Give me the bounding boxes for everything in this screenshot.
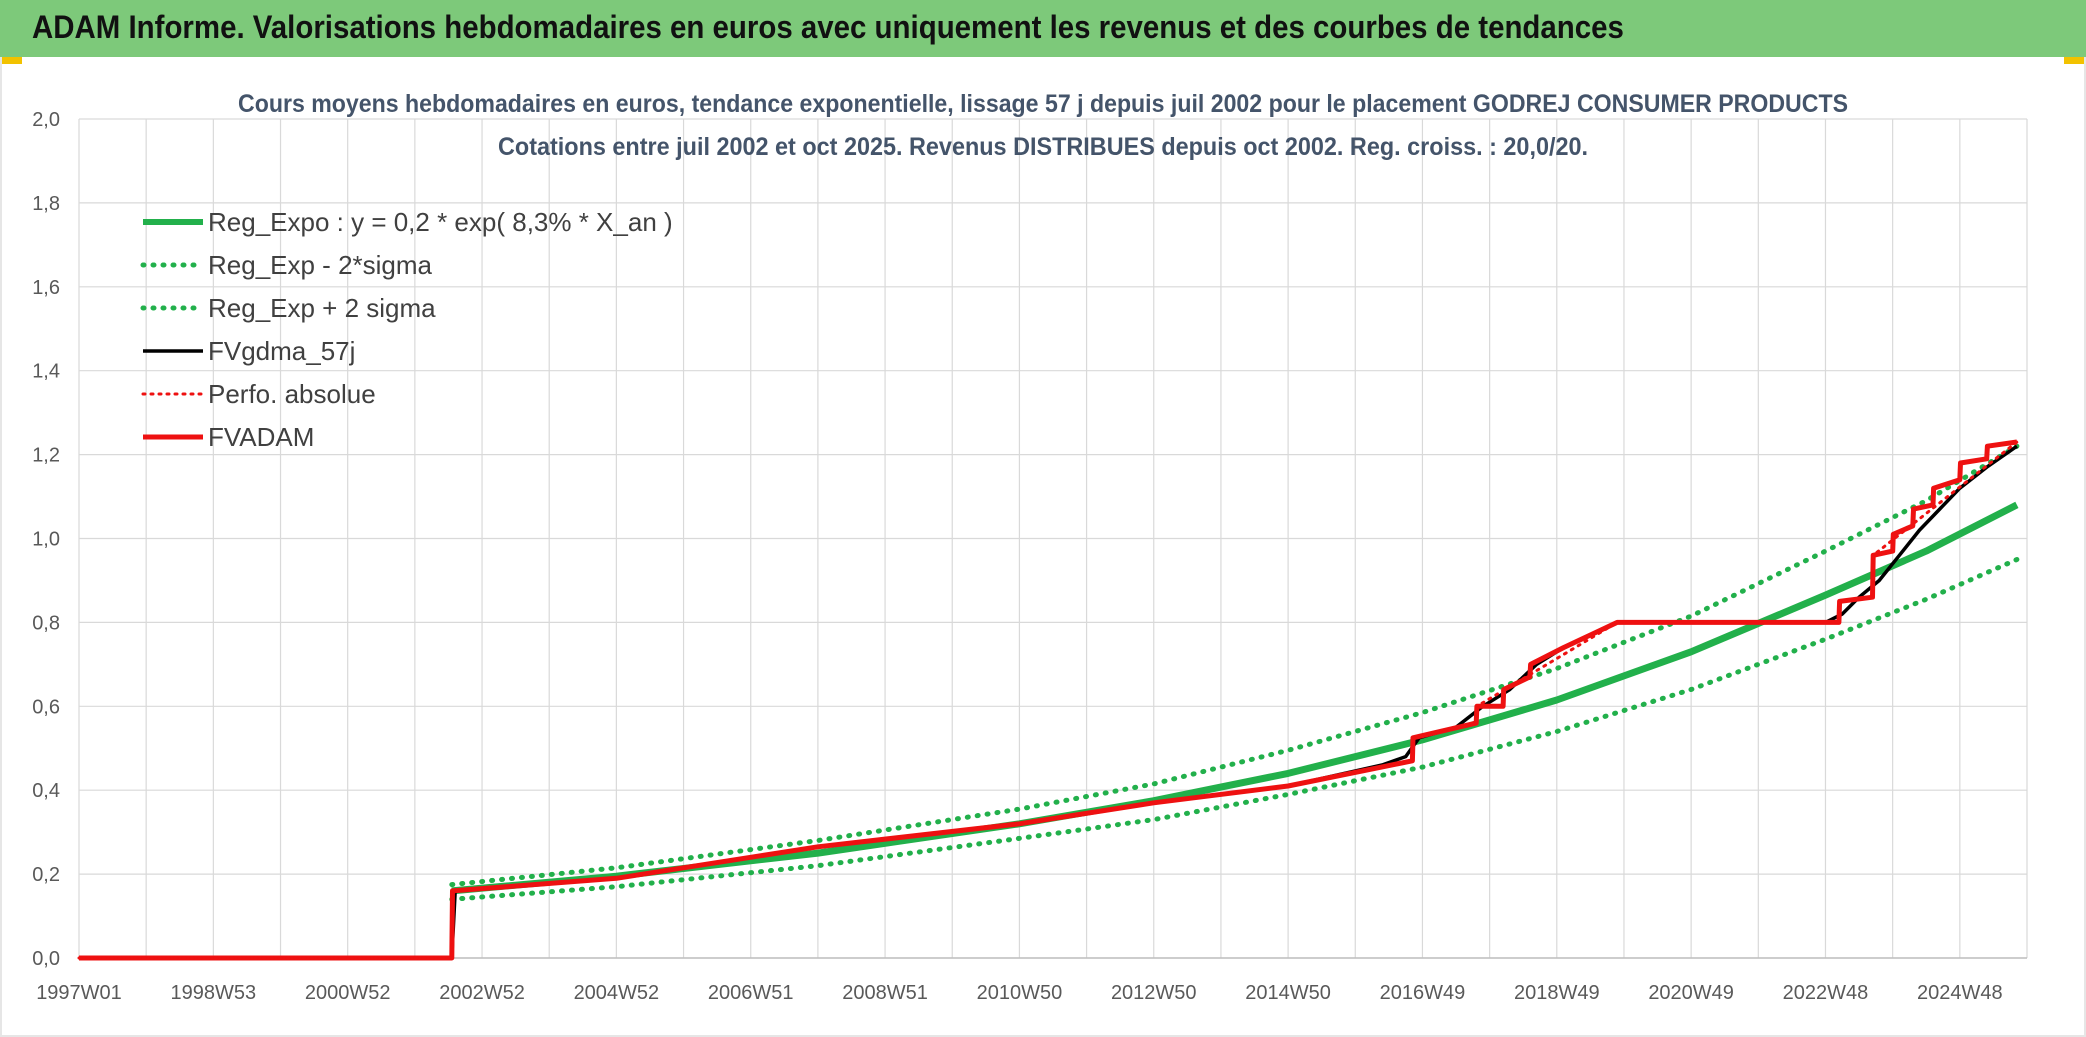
x-tick-label: 1997W01 bbox=[36, 982, 122, 1004]
y-tick-label: 0,0 bbox=[32, 948, 60, 970]
x-tick-label: 2004W52 bbox=[574, 982, 660, 1004]
y-tick-label: 1,0 bbox=[32, 529, 60, 551]
x-tick-label: 2014W50 bbox=[1245, 982, 1331, 1004]
series-line-3 bbox=[79, 444, 2018, 960]
x-tick-label: 1998W53 bbox=[171, 982, 257, 1004]
banner-corner-left bbox=[0, 57, 22, 64]
y-tick-label: 0,8 bbox=[32, 612, 60, 634]
banner-corner-right bbox=[2064, 57, 2086, 64]
y-tick-label: 0,4 bbox=[32, 780, 60, 802]
y-tick-label: 2,0 bbox=[32, 109, 60, 131]
y-tick-label: 1,8 bbox=[32, 193, 60, 215]
series-line-5 bbox=[79, 439, 2018, 961]
y-tick-label: 1,4 bbox=[32, 361, 60, 383]
chart-title: Cours moyens hebdomadaires en euros, ten… bbox=[238, 90, 1848, 118]
x-tick-label: 2012W50 bbox=[1111, 982, 1197, 1004]
x-tick-label: 2024W48 bbox=[1917, 982, 2003, 1004]
legend-label-1: Reg_Exp - 2*sigma bbox=[208, 250, 433, 280]
legend-label-4: Perfo. absolue bbox=[208, 379, 376, 409]
x-tick-label: 2020W49 bbox=[1648, 982, 1734, 1004]
legend-label-5: FVADAM bbox=[208, 422, 314, 452]
chart-subtitle: Cotations entre juil 2002 et oct 2025. R… bbox=[498, 133, 1588, 161]
y-tick-label: 1,6 bbox=[32, 277, 60, 299]
series-lines bbox=[77, 439, 2020, 961]
x-tick-label: 2002W52 bbox=[439, 982, 525, 1004]
chart-frame bbox=[0, 57, 2086, 1037]
x-tick-label: 2018W49 bbox=[1514, 982, 1600, 1004]
series-line-0 bbox=[451, 501, 2019, 895]
x-tick-label: 2016W49 bbox=[1380, 982, 1466, 1004]
x-tick-label: 2022W48 bbox=[1783, 982, 1869, 1004]
x-tick-label: 2008W51 bbox=[842, 982, 928, 1004]
legend-label-0: Reg_Expo : y = 0,2 * exp( 8,3% * X_an ) bbox=[208, 207, 673, 237]
series-line-4 bbox=[77, 440, 2019, 960]
x-tick-label: 2006W51 bbox=[708, 982, 794, 1004]
report-banner: ADAM Informe. Valorisations hebdomadaire… bbox=[0, 0, 2086, 57]
series-line-2 bbox=[449, 443, 2020, 888]
chart-legend: Reg_Expo : y = 0,2 * exp( 8,3% * X_an ) R… bbox=[140, 207, 673, 452]
report-title: ADAM Informe. Valorisations hebdomadaire… bbox=[32, 9, 1624, 45]
legend-label-2: Reg_Exp + 2 sigma bbox=[208, 293, 436, 323]
y-tick-label: 0,6 bbox=[32, 696, 60, 718]
x-axis-ticks: 1997W01 1998W53 2000W52 2002W52 2004W52 2006W… bbox=[36, 982, 2002, 1004]
y-tick-label: 1,2 bbox=[32, 445, 60, 467]
legend-label-3: FVgdma_57j bbox=[208, 336, 355, 366]
x-tick-label: 2010W50 bbox=[977, 982, 1063, 1004]
series-line-1 bbox=[449, 557, 2020, 902]
x-tick-label: 2000W52 bbox=[305, 982, 391, 1004]
y-tick-label: 0,2 bbox=[32, 864, 60, 886]
chart-grid bbox=[78, 118, 2028, 959]
y-axis-ticks: 0,0 0,2 0,4 0,6 0,8 1,0 1,2 1,4 1,6 1,8 2,0 bbox=[32, 109, 60, 970]
